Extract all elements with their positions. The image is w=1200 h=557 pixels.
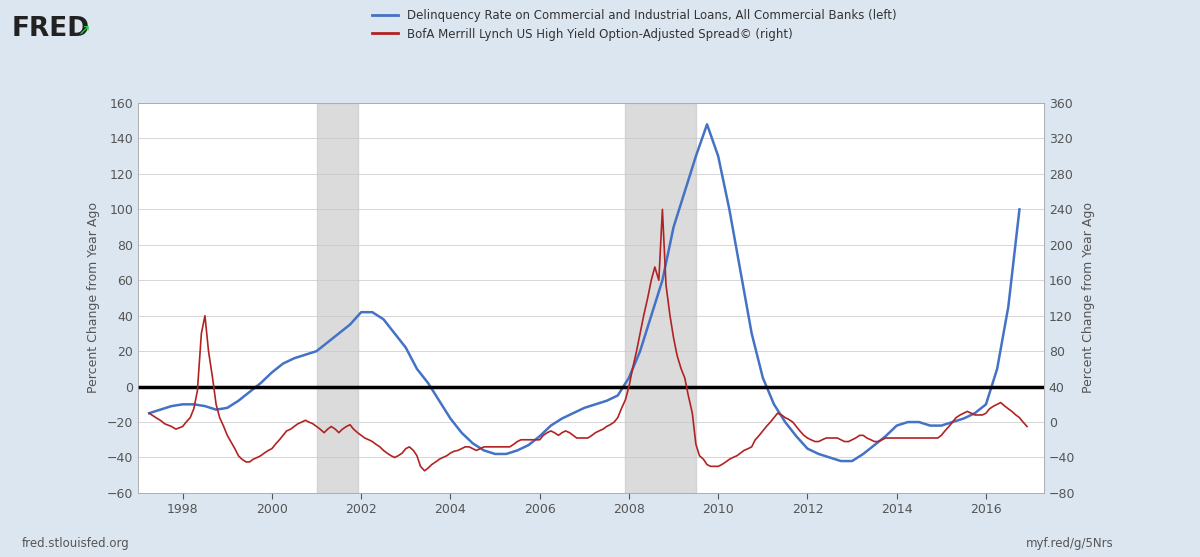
Bar [317,103,358,493]
Text: ↗: ↗ [78,22,91,37]
Text: fred.stlouisfed.org: fred.stlouisfed.org [22,537,130,550]
Text: myf.red/g/5Nrs: myf.red/g/5Nrs [1026,537,1114,550]
Legend: Delinquency Rate on Commercial and Industrial Loans, All Commercial Banks (left): Delinquency Rate on Commercial and Indus… [372,9,896,41]
Y-axis label: Percent Change from Year Ago: Percent Change from Year Ago [1082,203,1096,393]
Bar [625,103,696,493]
Text: FRED: FRED [12,16,90,42]
Y-axis label: Percent Change from Year Ago: Percent Change from Year Ago [86,203,100,393]
